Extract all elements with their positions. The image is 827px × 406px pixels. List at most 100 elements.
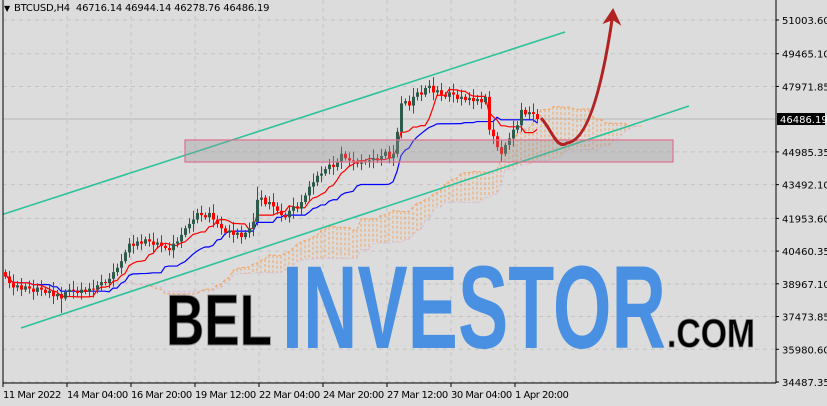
candle-body <box>12 283 15 288</box>
y-tick-label: 38967.10 <box>782 280 827 291</box>
candle <box>344 151 347 161</box>
candle <box>264 194 267 207</box>
candle-body <box>268 201 271 205</box>
candle-body <box>244 232 247 238</box>
candle <box>16 281 19 292</box>
candle-body <box>416 92 419 97</box>
candle-body <box>276 206 279 211</box>
y-tick-label: 34487.35 <box>782 378 827 389</box>
candle <box>220 216 223 235</box>
candle-body <box>476 98 479 102</box>
candle-body <box>312 182 315 187</box>
candle <box>388 145 391 164</box>
candle-body <box>480 98 483 103</box>
candle-body <box>404 101 407 104</box>
candle-body <box>448 92 451 97</box>
candle-body <box>356 162 359 164</box>
candle <box>208 207 211 223</box>
candle-body <box>136 241 139 246</box>
candle-body <box>292 206 295 211</box>
candle <box>204 212 207 220</box>
candle <box>236 228 239 239</box>
candle-body <box>536 113 539 120</box>
candle <box>324 166 327 176</box>
candle <box>100 274 103 292</box>
candle <box>64 289 67 301</box>
y-tick-label: 41953.60 <box>782 214 827 225</box>
candle <box>164 243 167 251</box>
candles <box>4 77 539 313</box>
candle-body <box>460 96 463 99</box>
candle-body <box>488 96 491 130</box>
candle <box>108 273 111 289</box>
candle <box>200 205 203 222</box>
candle <box>380 148 383 166</box>
candle-body <box>4 272 7 277</box>
candle-body <box>120 261 123 268</box>
x-tick-label: 27 Mar 12:00 <box>387 390 448 401</box>
candle-body <box>40 287 43 290</box>
candle-body <box>240 232 243 238</box>
candle-body <box>380 155 383 160</box>
candle-body <box>208 212 211 218</box>
candle <box>300 194 303 216</box>
candle-body <box>112 272 115 279</box>
channel-upper-line <box>3 31 566 216</box>
candle-body <box>320 173 323 176</box>
candle <box>504 142 507 157</box>
candle-body <box>420 92 423 95</box>
candle <box>252 212 255 237</box>
candle-body <box>344 153 347 159</box>
candle <box>76 286 79 297</box>
candle-body <box>64 291 67 299</box>
y-tick-label: 47971.85 <box>782 82 827 93</box>
candle <box>312 173 315 195</box>
x-tick-label: 24 Mar 20:00 <box>323 390 384 401</box>
candle-body <box>336 162 339 167</box>
candle <box>8 270 11 289</box>
candle <box>60 286 63 313</box>
candle-body <box>96 285 99 290</box>
candle <box>172 234 175 259</box>
candle-body <box>492 129 495 137</box>
candle <box>316 171 319 187</box>
candle-body <box>464 96 467 101</box>
candle <box>460 89 463 106</box>
candle-body <box>32 288 35 292</box>
candle <box>456 90 459 103</box>
candle <box>384 148 387 159</box>
candle-body <box>68 289 71 292</box>
x-tick-label: 1 Apr 20:00 <box>515 390 568 401</box>
candle <box>296 202 299 213</box>
candle-body <box>516 125 519 130</box>
candle <box>416 88 419 101</box>
candle-body <box>228 230 231 233</box>
candle-body <box>436 90 439 93</box>
candle-body <box>204 215 207 218</box>
candle-body <box>116 267 119 273</box>
dropdown-triangle-icon[interactable]: ▼ <box>4 4 10 13</box>
candle-body <box>20 285 23 290</box>
candle-body <box>304 195 307 202</box>
candle-body <box>408 101 411 106</box>
candle-body <box>324 169 327 174</box>
candle-body <box>428 85 431 89</box>
candle-body <box>388 151 391 159</box>
candle <box>480 91 483 109</box>
candle <box>68 283 71 297</box>
candle-body <box>296 206 299 209</box>
candle <box>84 287 87 295</box>
candle-body <box>384 151 387 156</box>
candle-body <box>468 97 471 101</box>
candle <box>336 158 339 171</box>
y-tick-label: 37473.85 <box>782 313 827 324</box>
candle-body <box>212 212 215 220</box>
candle <box>356 158 359 168</box>
candle-body <box>232 230 235 235</box>
candle <box>464 94 467 103</box>
candle-body <box>16 285 19 288</box>
candle <box>72 280 75 299</box>
y-tick-label: 43492.10 <box>782 181 827 192</box>
candle <box>484 94 487 105</box>
